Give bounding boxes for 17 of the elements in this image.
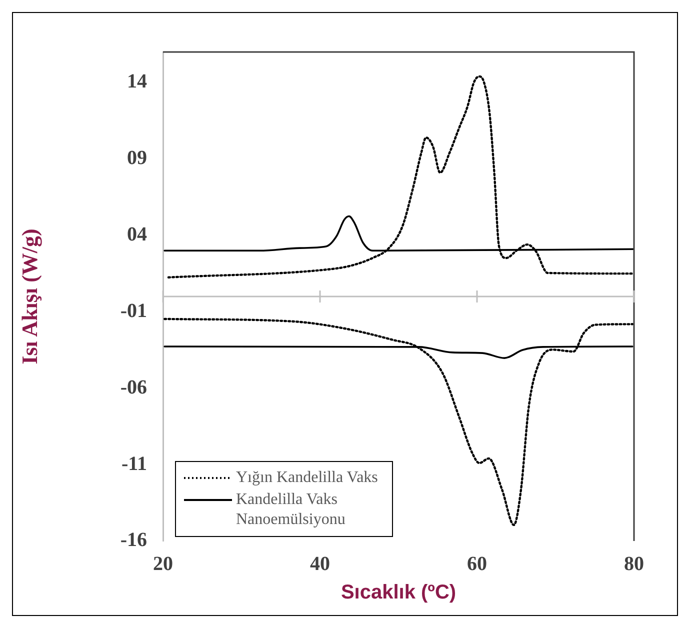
x-tick-label: 20 [153,553,173,576]
y-tick-label: -06 [120,376,147,398]
legend-label: Yığın Kandelilla Vaks [236,468,379,488]
y-tick-label: 14 [127,70,147,93]
y-tick-label: 04 [127,224,147,246]
line-series [163,318,634,526]
x-tick-label: 60 [467,553,487,576]
x-tick-label: 40 [310,553,330,576]
y-tick-label: -11 [121,452,147,475]
line-series [167,75,634,278]
y-tick-label: -16 [120,529,147,552]
legend-label: Kandelilla Vaks Nanoemülsiyonu [236,490,346,530]
x-tick-label: 80 [624,553,644,576]
y-axis-title: Isı Akışı (W/g) [16,228,42,364]
x-axis-title: Sıcaklık (ºC) [340,582,456,604]
y-tick-label: 09 [127,147,147,170]
y-tick-label: -01 [120,300,147,322]
